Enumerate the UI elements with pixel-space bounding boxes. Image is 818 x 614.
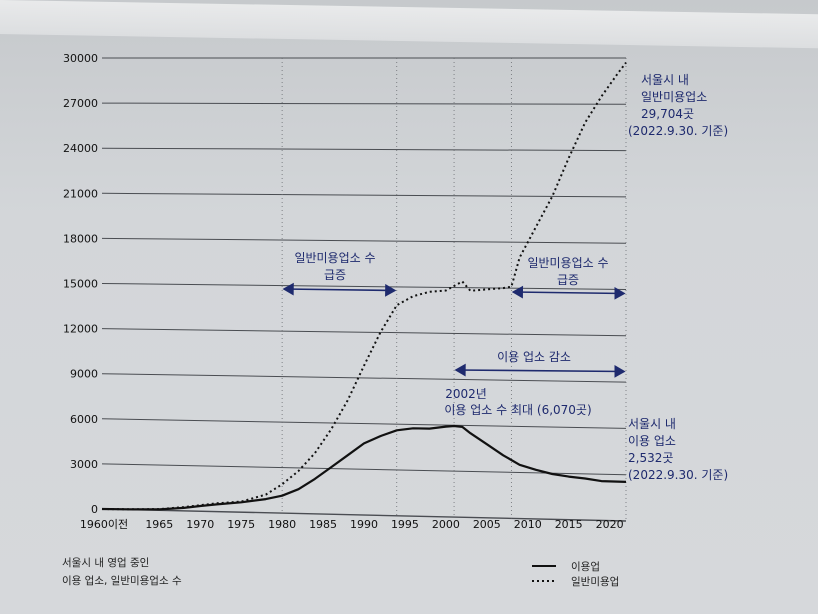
- legend: 이용업 일반미용업: [532, 560, 619, 588]
- surge2-label-line1: 일반미용업소 수: [527, 256, 608, 270]
- y-tick-label: 30000: [63, 52, 98, 65]
- solid-end-line4: (2022.9.30. 기준): [628, 468, 728, 482]
- horizontal-gridlines: [101, 57, 627, 522]
- y-tick-label: 27000: [63, 97, 98, 110]
- gridline-h: [101, 102, 627, 105]
- x-tick-label: 1995: [391, 518, 419, 531]
- gridline-h: [101, 328, 627, 337]
- y-tick-label: 24000: [63, 142, 98, 155]
- annotation-arrows: [282, 282, 626, 378]
- x-tick-label: 1960이전: [80, 518, 128, 531]
- dotted-end-line1: 서울시 내: [641, 73, 689, 87]
- x-tick-label: 1975: [227, 518, 255, 531]
- legend-label-dotted: 일반미용업: [571, 575, 619, 588]
- legend-label-solid: 이용업: [571, 560, 600, 573]
- dotted-end-line2: 일반미용업소: [641, 90, 707, 104]
- x-tick-label: 1990: [350, 518, 378, 531]
- y-tick-label: 9000: [70, 368, 98, 381]
- x-tick-label: 1980: [268, 518, 296, 531]
- surge2-label-line2: 급증: [557, 273, 579, 287]
- x-tick-label: 1965: [145, 518, 173, 531]
- y-axis-tick-labels: 0 3000 6000 9000 12000 15000 18000 21000 24000 27…: [63, 52, 98, 516]
- surge1-arrow: [282, 282, 397, 297]
- decline-label: 이용 업소 감소: [497, 350, 571, 364]
- y-tick-label: 15000: [63, 278, 98, 291]
- y-tick-label: 12000: [63, 323, 98, 336]
- series-line-barber: [101, 424, 627, 511]
- surge1-label-line2: 급증: [324, 268, 346, 282]
- x-tick-label: 2015: [555, 518, 583, 531]
- gridline-h: [101, 373, 627, 383]
- series-line-beauty: [101, 61, 627, 511]
- gridline-h: [101, 418, 627, 429]
- footnote-line2: 이용 업소, 일반미용업소 수: [62, 574, 182, 587]
- x-tick-label: 2000: [432, 518, 460, 531]
- peak-label-line2: 이용 업소 수 최대 (6,070곳): [444, 403, 591, 417]
- gridline-h: [101, 147, 627, 152]
- peak-label-line1: 2002년: [445, 387, 487, 401]
- solid-end-line3: 2,532곳: [628, 451, 673, 465]
- y-tick-label: 3000: [70, 458, 98, 471]
- x-tick-label: 1970: [186, 518, 214, 531]
- gridline-h: [101, 237, 627, 244]
- dotted-end-line4: (2022.9.30. 기준): [628, 124, 728, 138]
- vertical-gridlines: [281, 58, 627, 521]
- x-tick-label: 1985: [309, 518, 337, 531]
- dotted-end-line3: 29,704곳: [641, 107, 694, 121]
- y-tick-label: 6000: [70, 413, 98, 426]
- decline-arrow: [454, 363, 626, 378]
- x-tick-label: 2010: [514, 518, 542, 531]
- gridline-h: [101, 192, 627, 198]
- gridline-h: [101, 463, 627, 476]
- gridline-h: [101, 508, 627, 522]
- footnote-line1: 서울시 내 영업 중인: [62, 556, 149, 569]
- surge1-label-line1: 일반미용업소 수: [294, 251, 375, 265]
- x-axis-tick-labels: 1960이전 1965 1970 1975 1980 1985 1990 1995 2000 20…: [80, 518, 624, 531]
- y-tick-label: 21000: [63, 187, 98, 200]
- solid-end-line2: 이용 업소: [628, 434, 676, 448]
- y-tick-label: 0: [91, 503, 98, 516]
- surge2-arrow: [511, 285, 626, 300]
- gridline-h: [101, 283, 627, 290]
- y-tick-label: 18000: [63, 232, 98, 245]
- x-tick-label: 2005: [473, 518, 501, 531]
- solid-end-line1: 서울시 내: [628, 417, 676, 431]
- series-lines: [101, 61, 627, 511]
- x-tick-label: 2020: [596, 518, 624, 531]
